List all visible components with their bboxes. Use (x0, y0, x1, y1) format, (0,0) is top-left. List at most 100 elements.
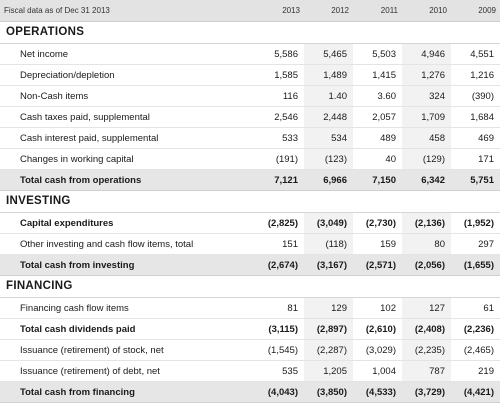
row-label: Cash taxes paid, supplemental (0, 107, 255, 128)
value-cell: 6,342 (402, 170, 451, 191)
year-header: 2010 (429, 6, 447, 15)
value-cell: 297 (451, 234, 500, 255)
row-label: Total cash from financing (0, 382, 255, 403)
value-cell: (2,287) (304, 340, 353, 361)
value-cell: (3,049) (304, 213, 353, 234)
year-header: 2012 (331, 6, 349, 15)
value-cell: 533 (255, 128, 304, 149)
row-label: Financing cash flow items (0, 298, 255, 319)
row-label: Total cash dividends paid (0, 319, 255, 340)
year-header: 2011 (380, 6, 398, 15)
value-cell: (1,655) (451, 255, 500, 276)
table-row: Other investing and cash flow items, tot… (0, 234, 500, 255)
value-cell: (129) (402, 149, 451, 170)
value-cell: 469 (451, 128, 500, 149)
table-row: Total cash dividends paid (3,115) (2,897)(… (0, 319, 500, 340)
value-cell: (191) (255, 149, 304, 170)
value-cell: (4,043) (255, 382, 304, 403)
section-title: INVESTING (0, 191, 500, 213)
value-cell: 4,551 (451, 44, 500, 65)
table-row: Financing cash flow items 81 129 102 127 61 (0, 298, 500, 319)
value-cell: 7,150 (353, 170, 402, 191)
value-cell: 5,503 (353, 44, 402, 65)
value-cell: (2,056) (402, 255, 451, 276)
value-cell: 3.60 (353, 86, 402, 107)
value-cell: (3,029) (353, 340, 402, 361)
year-header: 2009 (478, 6, 496, 15)
value-cell: 219 (451, 361, 500, 382)
row-label: Cash interest paid, supplemental (0, 128, 255, 149)
value-cell: 151 (255, 234, 304, 255)
value-cell: 40 (353, 149, 402, 170)
value-cell: 1,709 (402, 107, 451, 128)
value-cell: 2,546 (255, 107, 304, 128)
value-cell: 534 (304, 128, 353, 149)
table-row: Issuance (retirement) of stock, net (1,54… (0, 340, 500, 361)
value-cell: 535 (255, 361, 304, 382)
value-cell: 5,751 (451, 170, 500, 191)
table-row: Capital expenditures (2,825) (3,049) (2,730… (0, 213, 500, 234)
value-cell: 324 (402, 86, 451, 107)
table-row: Changes in working capital (191) (123) 40 (1… (0, 149, 500, 170)
section-title: OPERATIONS (0, 22, 500, 44)
value-cell: (3,167) (304, 255, 353, 276)
value-cell: (2,236) (451, 319, 500, 340)
value-cell: 129 (304, 298, 353, 319)
value-cell: 2,448 (304, 107, 353, 128)
value-cell: (2,825) (255, 213, 304, 234)
value-cell: (4,421) (451, 382, 500, 403)
table-row: Issuance (retirement) of debt, net 535 1,2… (0, 361, 500, 382)
table-row: Cash taxes paid, supplemental 2,546 2,448 2… (0, 107, 500, 128)
value-cell: 1,276 (402, 65, 451, 86)
table-row: Non-Cash items 116 1.40 3.60 324 (390) (0, 86, 500, 107)
value-cell: (123) (304, 149, 353, 170)
row-label: Net income (0, 44, 255, 65)
year-header: 2013 (282, 6, 300, 15)
value-cell: 1.40 (304, 86, 353, 107)
value-cell: (2,730) (353, 213, 402, 234)
value-cell: 102 (353, 298, 402, 319)
value-cell: (3,115) (255, 319, 304, 340)
value-cell: 81 (255, 298, 304, 319)
value-cell: (1,545) (255, 340, 304, 361)
value-cell: 1,415 (353, 65, 402, 86)
value-cell: 159 (353, 234, 402, 255)
value-cell: (2,465) (451, 340, 500, 361)
value-cell: 116 (255, 86, 304, 107)
row-label: Non-Cash items (0, 86, 255, 107)
value-cell: 1,684 (451, 107, 500, 128)
value-cell: 61 (451, 298, 500, 319)
section-title: FINANCING (0, 276, 500, 298)
row-label: Changes in working capital (0, 149, 255, 170)
value-cell: 2,057 (353, 107, 402, 128)
value-cell: (2,571) (353, 255, 402, 276)
value-cell: (2,235) (402, 340, 451, 361)
value-cell: 80 (402, 234, 451, 255)
row-label: Total cash from investing (0, 255, 255, 276)
value-cell: 5,465 (304, 44, 353, 65)
value-cell: 787 (402, 361, 451, 382)
total-row: Total cash from operations 7,121 6,966 7,15… (0, 170, 500, 191)
value-cell: 1,004 (353, 361, 402, 382)
value-cell: 171 (451, 149, 500, 170)
table-row: Depreciation/depletion 1,585 1,489 1,415 1,2… (0, 65, 500, 86)
row-label: Depreciation/depletion (0, 65, 255, 86)
row-label: Other investing and cash flow items, tot… (0, 234, 255, 255)
total-row: Total cash from financing (4,043) (3,850)(… (0, 382, 500, 403)
value-cell: (2,674) (255, 255, 304, 276)
value-cell: (2,610) (353, 319, 402, 340)
table-row: Cash interest paid, supplemental 533 534 48… (0, 128, 500, 149)
value-cell: (3,850) (304, 382, 353, 403)
value-cell: (390) (451, 86, 500, 107)
value-cell: (1,952) (451, 213, 500, 234)
value-cell: 4,946 (402, 44, 451, 65)
value-cell: 1,205 (304, 361, 353, 382)
row-label: Capital expenditures (0, 213, 255, 234)
value-cell: (3,729) (402, 382, 451, 403)
row-label: Total cash from operations (0, 170, 255, 191)
value-cell: 127 (402, 298, 451, 319)
value-cell: (4,533) (353, 382, 402, 403)
value-cell: 6,966 (304, 170, 353, 191)
table-header: Fiscal data as of Dec 31 2013 2013 2012 … (0, 0, 500, 22)
